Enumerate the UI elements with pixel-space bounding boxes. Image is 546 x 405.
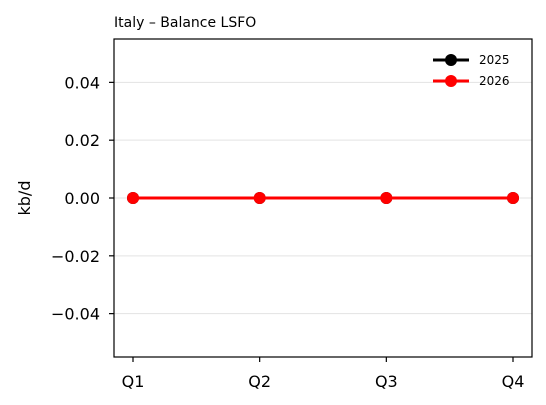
- x-tick-label: Q2: [248, 372, 271, 391]
- y-tick-label: 0.02: [64, 131, 100, 150]
- legend-label: 2025: [479, 53, 510, 67]
- y-tick-label: −0.04: [51, 305, 100, 324]
- legend-item: 2025: [433, 53, 510, 67]
- legend-marker: [445, 54, 457, 66]
- legend-marker: [445, 75, 457, 87]
- y-axis-label: kb/d: [15, 181, 34, 216]
- y-axis: 0.04 0.02 0.00 −0.02 −0.04: [51, 73, 114, 324]
- legend: 2025 2026: [433, 53, 510, 88]
- chart-title: Italy – Balance LSFO: [114, 15, 256, 31]
- series-2026: [127, 192, 519, 204]
- data-point: [380, 192, 393, 204]
- x-tick-label: Q3: [375, 372, 398, 391]
- y-tick-label: 0.00: [64, 189, 100, 208]
- series-layer: [127, 192, 519, 204]
- x-axis: Q1 Q2 Q3 Q4: [122, 357, 525, 391]
- data-point: [507, 192, 519, 204]
- legend-label: 2026: [479, 74, 510, 88]
- x-tick-label: Q4: [502, 372, 525, 391]
- legend-item: 2026: [433, 74, 510, 88]
- data-point: [127, 192, 139, 204]
- y-tick-label: 0.04: [64, 73, 100, 92]
- y-tick-label: −0.02: [51, 247, 100, 266]
- x-tick-label: Q1: [122, 372, 145, 391]
- data-point: [253, 192, 266, 204]
